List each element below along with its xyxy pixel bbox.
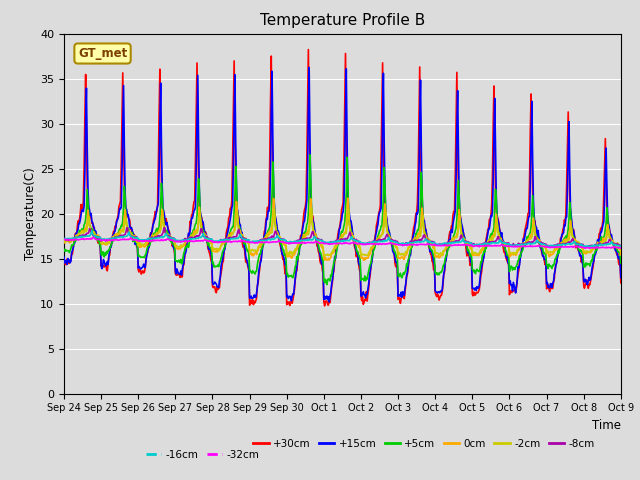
Legend: -16cm, -32cm: -16cm, -32cm (141, 445, 264, 464)
Title: Temperature Profile B: Temperature Profile B (260, 13, 425, 28)
Y-axis label: Temperature(C): Temperature(C) (24, 167, 37, 260)
Text: GT_met: GT_met (78, 47, 127, 60)
X-axis label: Time: Time (592, 419, 621, 432)
